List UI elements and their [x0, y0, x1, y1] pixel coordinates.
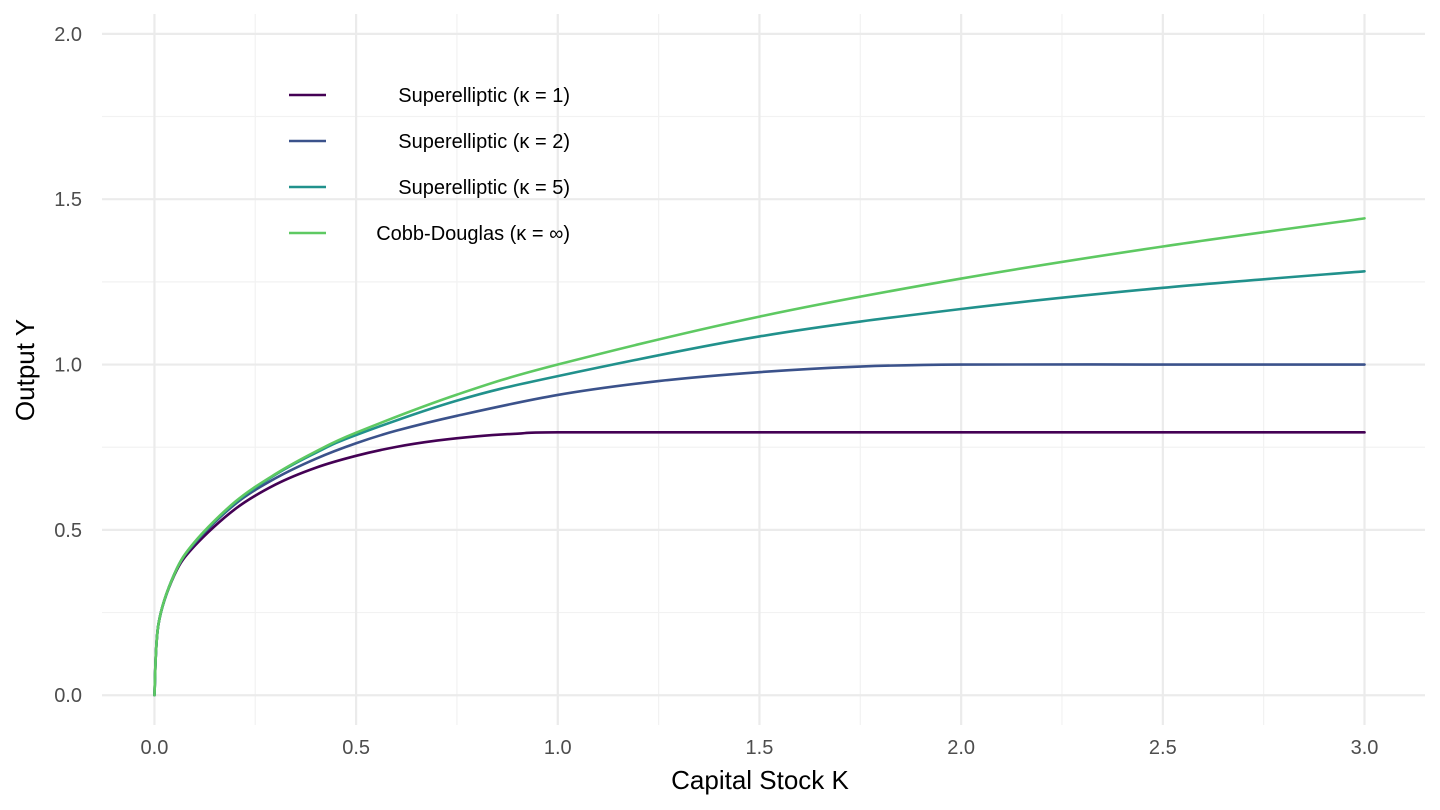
- series-line-1: [153, 430, 1366, 697]
- series-lines: [153, 217, 1366, 697]
- legend-label-2: Superelliptic (κ = 2): [398, 131, 570, 153]
- legend: Superelliptic (κ = 1) Superelliptic (κ = …: [289, 85, 570, 245]
- y-tick-label: 0.5: [54, 520, 82, 542]
- x-tick-label: 0.5: [342, 737, 370, 759]
- y-tick-label: 1.0: [54, 355, 82, 377]
- legend-label-3: Superelliptic (κ = 5): [398, 177, 570, 199]
- grid-major-lines: [102, 14, 1425, 725]
- x-tick-label: 1.0: [544, 737, 572, 759]
- x-tick-label: 2.5: [1149, 737, 1177, 759]
- x-tick-label: 3.0: [1351, 737, 1379, 759]
- x-tick-label: 1.5: [746, 737, 774, 759]
- x-axis-title: Capital Stock K: [671, 765, 849, 795]
- legend-label-1: Superelliptic (κ = 1): [398, 85, 570, 107]
- x-tick-label: 2.0: [947, 737, 975, 759]
- y-tick-label: 2.0: [54, 24, 82, 46]
- y-tick-label: 1.5: [54, 189, 82, 211]
- x-tick-labels: 0.0 0.5 1.0 1.5 2.0 2.5 3.0: [141, 737, 1379, 759]
- series-line-4: [153, 217, 1366, 697]
- x-tick-label: 0.0: [141, 737, 169, 759]
- y-axis-title: Output Y: [10, 319, 40, 421]
- legend-label-4: Cobb-Douglas (κ = ∞): [376, 223, 570, 245]
- grid-minor-lines: [102, 14, 1425, 725]
- y-tick-labels: 0.0 0.5 1.0 1.5 2.0: [54, 24, 82, 707]
- y-tick-label: 0.0: [54, 685, 82, 707]
